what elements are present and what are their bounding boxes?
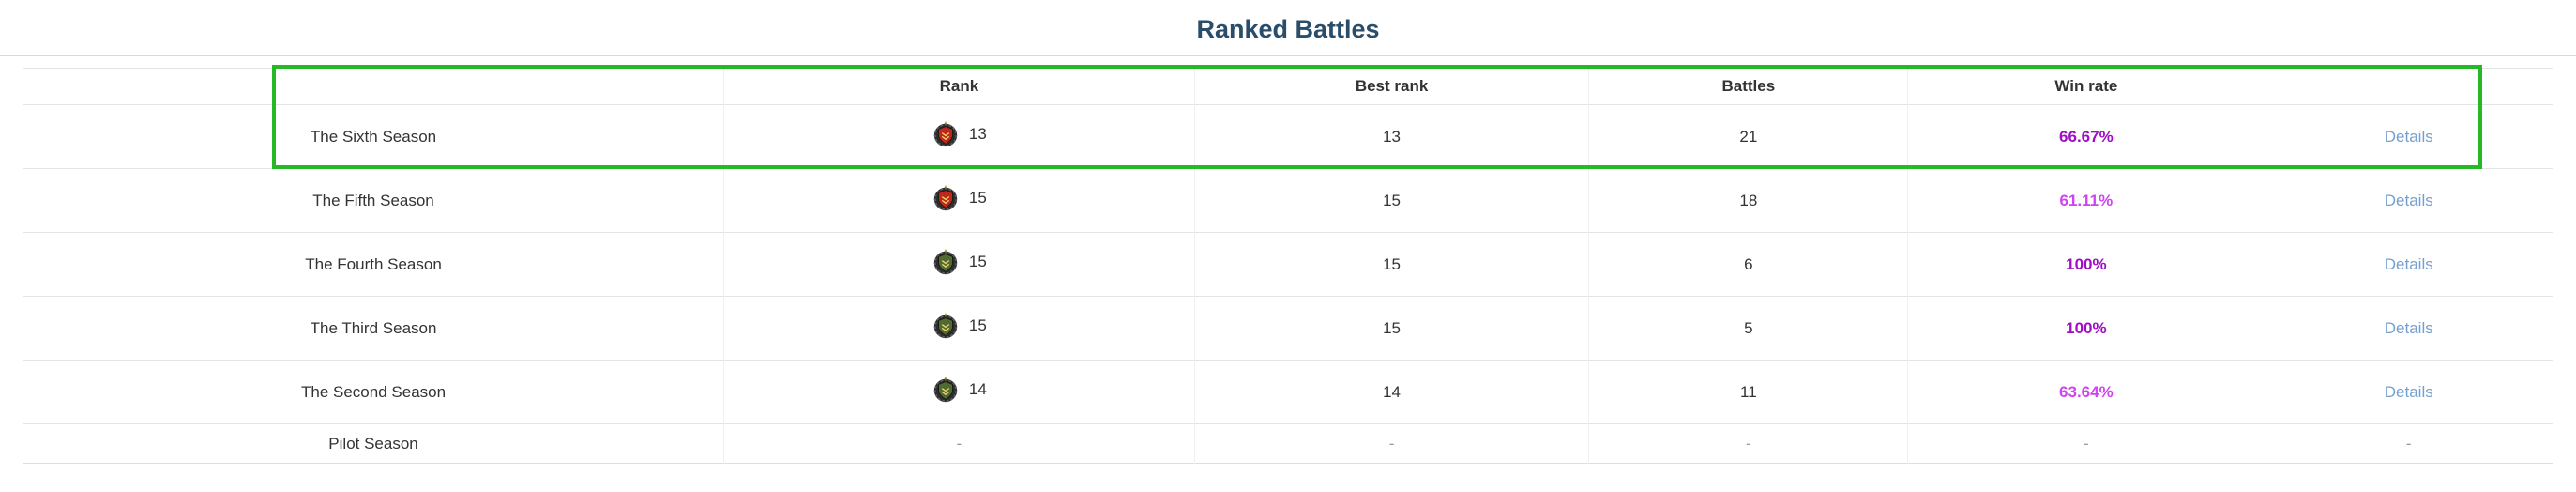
- season-name: The Fifth Season: [22, 168, 725, 233]
- table-row-second-season: The Second Season 14: [22, 360, 2553, 424]
- divider: [0, 55, 2576, 56]
- table-row-fourth-season: The Fourth Season 15: [22, 232, 2553, 297]
- battles-value: 11: [1588, 360, 1909, 424]
- best-rank-value: 15: [1193, 168, 1590, 233]
- best-rank-value: 15: [1193, 296, 1590, 361]
- green-rank-insignia-icon: [933, 312, 958, 339]
- season-name: The Second Season: [22, 360, 725, 424]
- rank-value: 13: [968, 125, 987, 143]
- win-rate-value: 100%: [1907, 296, 2265, 361]
- details-placeholder: -: [2264, 423, 2553, 464]
- win-rate-value: 66.67%: [1907, 104, 2265, 169]
- battles-value: 5: [1588, 296, 1909, 361]
- col-header-battles: Battles: [1588, 68, 1909, 105]
- battles-value: 21: [1588, 104, 1909, 169]
- season-name: The Third Season: [22, 296, 725, 361]
- table-header-row: Rank Best rank Battles Win rate: [22, 68, 2553, 105]
- ranked-battles-table-wrap: Rank Best rank Battles Win rate The Sixt…: [22, 65, 2553, 464]
- table-row-third-season: The Third Season 15: [22, 296, 2553, 361]
- details-link[interactable]: Details: [2384, 127, 2433, 146]
- rank-value: 14: [968, 380, 987, 398]
- rank-value: 15: [968, 253, 987, 270]
- best-rank-value: -: [1193, 423, 1590, 464]
- col-header-season: [22, 68, 725, 105]
- season-name: The Sixth Season: [22, 104, 725, 169]
- season-name: The Fourth Season: [22, 232, 725, 297]
- rank-value: 15: [968, 189, 987, 207]
- red-rank-insignia-icon: [933, 184, 958, 211]
- rank-value: -: [723, 423, 1195, 464]
- green-rank-insignia-icon: [933, 376, 958, 403]
- win-rate-value: 100%: [1907, 232, 2265, 297]
- best-rank-value: 15: [1193, 232, 1590, 297]
- battles-value: 18: [1588, 168, 1909, 233]
- green-rank-insignia-icon: [933, 248, 958, 275]
- details-link[interactable]: Details: [2384, 191, 2433, 209]
- details-link[interactable]: Details: [2384, 254, 2433, 273]
- win-rate-value: 61.11%: [1907, 168, 2265, 233]
- ranked-battles-table: Rank Best rank Battles Win rate The Sixt…: [22, 68, 2553, 464]
- best-rank-value: 13: [1193, 104, 1590, 169]
- page-title: Ranked Battles: [1196, 15, 1380, 43]
- battles-value: 6: [1588, 232, 1909, 297]
- table-row-pilot-season: Pilot Season - - - - -: [22, 423, 2553, 464]
- details-link[interactable]: Details: [2384, 318, 2433, 337]
- details-link[interactable]: Details: [2384, 382, 2433, 401]
- col-header-best-rank: Best rank: [1193, 68, 1590, 105]
- rank-value: 15: [968, 316, 987, 334]
- red-rank-insignia-icon: [933, 120, 958, 147]
- win-rate-value: -: [1907, 423, 2265, 464]
- col-header-win-rate: Win rate: [1907, 68, 2265, 105]
- col-header-details: [2264, 68, 2553, 105]
- table-row-fifth-season: The Fifth Season 15: [22, 168, 2553, 233]
- col-header-rank: Rank: [723, 68, 1195, 105]
- best-rank-value: 14: [1193, 360, 1590, 424]
- table-row-sixth-season: The Sixth Season 13: [22, 104, 2553, 169]
- win-rate-value: 63.64%: [1907, 360, 2265, 424]
- battles-value: -: [1588, 423, 1909, 464]
- season-name: Pilot Season: [22, 423, 725, 464]
